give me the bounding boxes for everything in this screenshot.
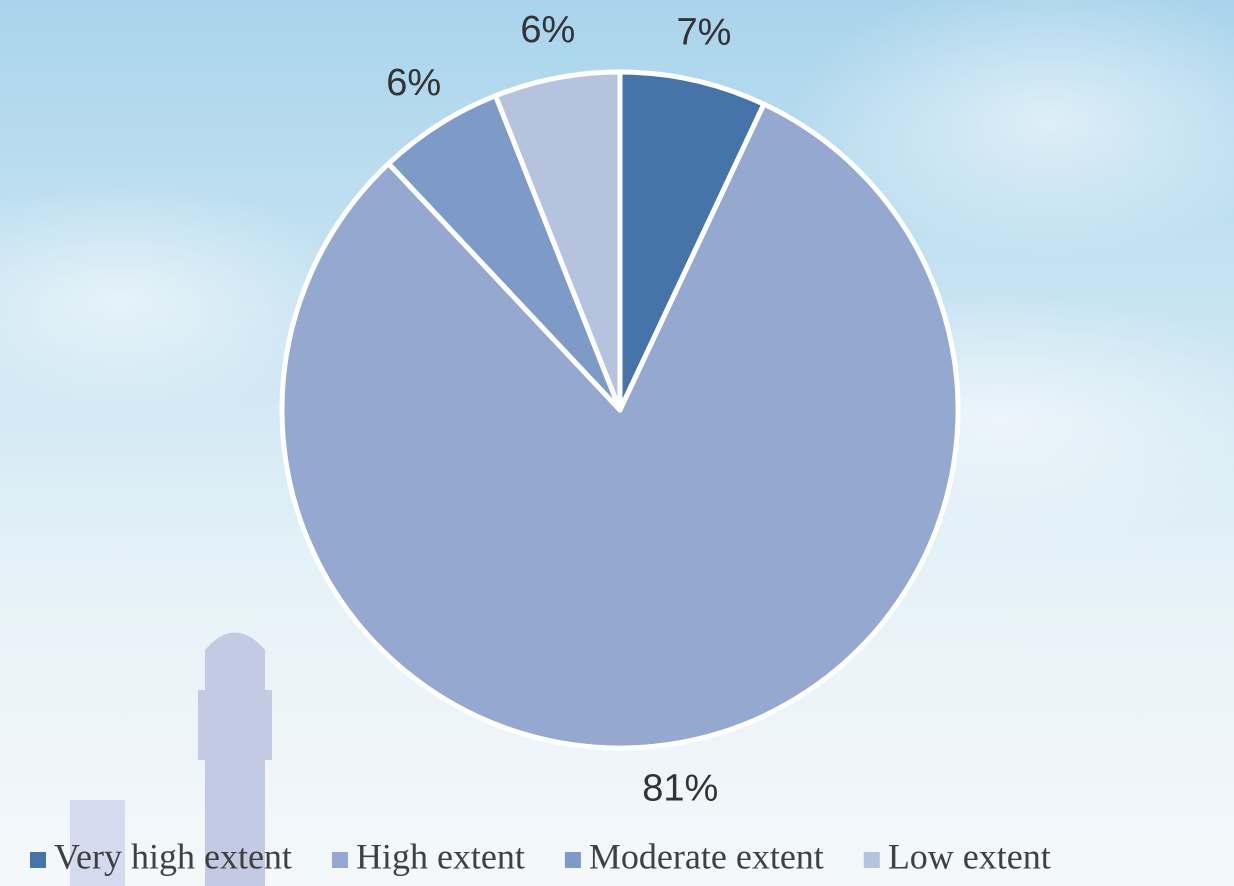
pie-slice [279,101,961,751]
data-label: 7% [677,11,732,53]
legend-label: Very high extent [54,836,292,876]
legend-swatch [331,852,348,868]
pie-slice [617,69,767,413]
legend-swatch [863,852,880,868]
data-label: 6% [386,62,441,104]
data-label: 6% [520,9,575,51]
legend-swatch [564,852,581,868]
legend-label: Moderate extent [589,836,824,876]
legend-label: High extent [356,836,525,876]
legend: Very high extent High extent Moderate exte… [30,836,1051,876]
building [198,632,272,886]
data-label: 81% [642,767,718,809]
pie: 7% 81% 6% 6% [279,9,961,809]
legend-swatch [30,852,46,868]
pie-slice [493,69,623,413]
legend-label: Low extent [888,836,1051,876]
building [70,800,125,886]
